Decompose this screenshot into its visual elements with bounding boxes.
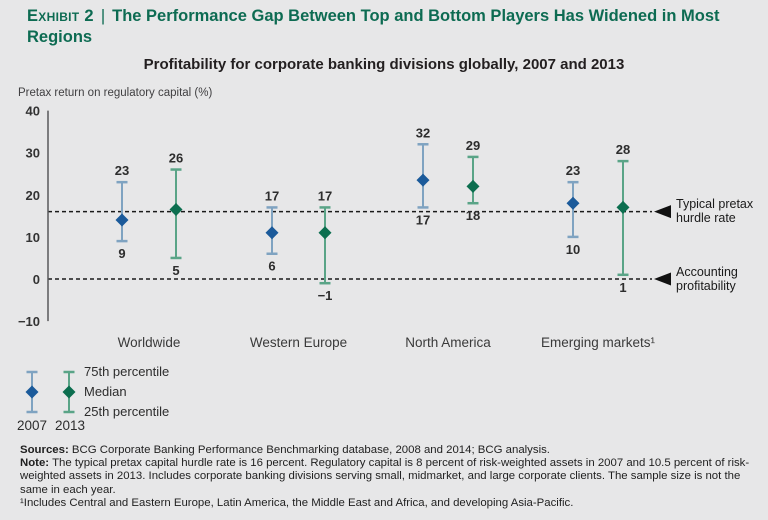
legend-marker-2007 (25, 370, 39, 414)
chart-subtitle: Profitability for corporate banking divi… (143, 56, 625, 73)
exhibit-number: Exhibit 2 (27, 7, 94, 25)
legend-label-median: Median (84, 384, 127, 399)
accounting-profitability-annotation: Accounting profitability (676, 265, 738, 293)
legend-marker-2013 (62, 370, 76, 414)
p25-value-label: 5 (172, 263, 179, 278)
p75-value-label: 29 (466, 138, 480, 153)
median-diamond (265, 226, 279, 240)
p25-value-label: 6 (268, 259, 275, 274)
footer-notes: Sources: BCG Corporate Banking Performan… (20, 444, 752, 510)
category-label: Worldwide (118, 335, 181, 350)
median-diamond (115, 213, 129, 227)
accounting-profitability-arrow-icon (654, 272, 671, 286)
y-axis-tick-label: 40 (26, 104, 40, 119)
note-line: Note: The typical pretax capital hurdle … (20, 457, 752, 497)
p75-value-label: 32 (416, 125, 430, 140)
y-axis-tick-label: 30 (26, 146, 40, 161)
note-label: Note: (20, 457, 50, 470)
error-bar-2013-emerging-markets: 28 1 (616, 142, 630, 295)
error-bar-2007-worldwide: 23 9 (115, 163, 129, 261)
p75-value-label: 23 (566, 163, 580, 178)
error-bar-2013-western-europe: 17 −1 (318, 188, 333, 303)
p25-value-label: 1 (619, 280, 626, 295)
p75-value-label: 17 (265, 188, 279, 203)
error-bar-2013-worldwide: 26 5 (169, 151, 183, 278)
p25-value-label: 18 (466, 208, 480, 223)
y-axis-tick-label: 20 (26, 188, 40, 203)
y-axis-tick-label: −10 (18, 314, 40, 329)
p75-value-label: 23 (115, 163, 129, 178)
median-diamond (466, 179, 480, 193)
note-text: The typical pretax capital hurdle rate i… (20, 457, 750, 496)
p25-value-label: −1 (318, 288, 333, 303)
error-bar-2007-western-europe: 17 6 (265, 188, 279, 273)
p25-value-label: 10 (566, 242, 580, 257)
exhibit-title-text: The Performance Gap Between Top and Bott… (27, 7, 720, 46)
y-axis-title: Pretax return on regulatory capital (%) (18, 87, 213, 99)
p25-value-label: 9 (118, 246, 125, 261)
sources-label: Sources: (20, 444, 69, 456)
sources-text: BCG Corporate Banking Performance Benchm… (68, 444, 550, 456)
hurdle-rate-annotation: Typical pretax hurdle rate (676, 197, 754, 225)
p75-value-label: 17 (318, 188, 332, 203)
exhibit-title: Exhibit 2 | The Performance Gap Between To… (27, 6, 749, 48)
y-axis-tick-label: 10 (26, 230, 40, 245)
category-label: Emerging markets¹ (541, 335, 656, 350)
median-diamond (62, 385, 76, 399)
p25-value-label: 17 (416, 212, 430, 227)
footnote-line: ¹Includes Central and Eastern Europe, La… (20, 496, 574, 509)
p75-value-label: 26 (169, 151, 183, 166)
error-bar-2013-north-america: 29 18 (466, 138, 480, 223)
category-label: Western Europe (250, 335, 347, 350)
y-axis-tick-label: 0 (33, 272, 40, 287)
median-diamond (318, 226, 332, 240)
error-bar-2007-north-america: 32 17 (416, 125, 430, 227)
sources-line: Sources: BCG Corporate Banking Performan… (20, 444, 752, 457)
legend-year-2007: 2007 (16, 418, 48, 433)
hurdle-rate-arrow-icon (654, 205, 671, 219)
p75-value-label: 28 (616, 142, 630, 157)
category-label: North America (405, 335, 491, 350)
legend-label-25th-percentile: 25th percentile (84, 404, 170, 419)
error-bar-2007-emerging-markets: 23 10 (566, 163, 580, 257)
median-diamond (566, 196, 580, 210)
median-diamond (616, 200, 630, 214)
median-diamond (169, 203, 183, 217)
median-diamond (25, 385, 39, 399)
legend-label-75th-percentile: 75th percentile (84, 364, 170, 379)
median-diamond (416, 173, 430, 187)
legend-year-2013: 2013 (54, 418, 86, 433)
title-separator: | (100, 7, 106, 25)
